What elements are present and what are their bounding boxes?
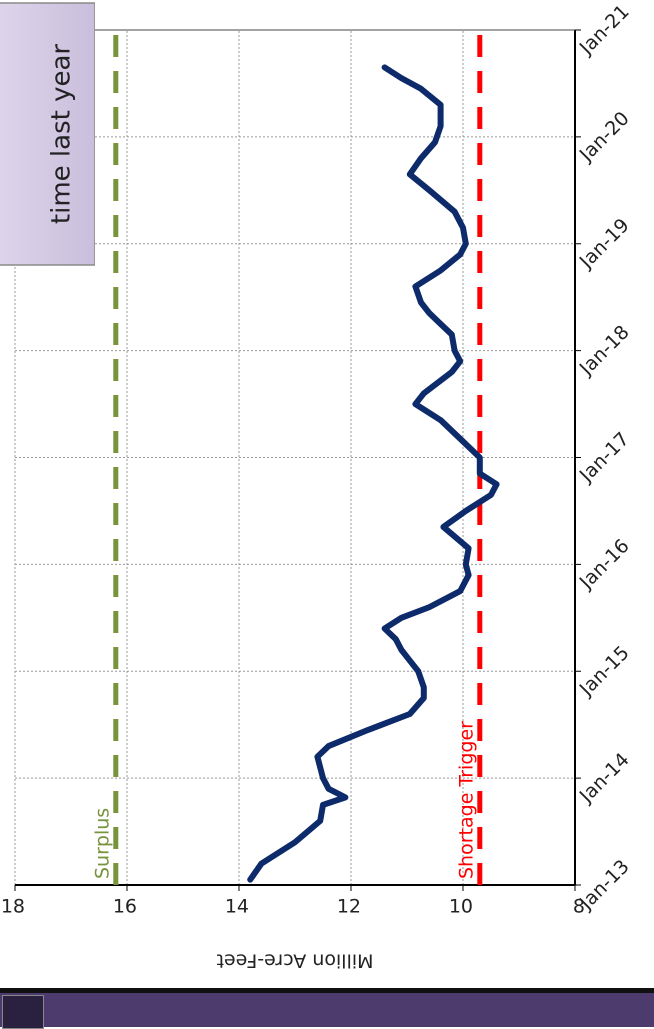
- y-tick-label: 10: [449, 896, 473, 918]
- x-tick-label: Jan-13: [575, 856, 634, 915]
- x-tick-label: Jan-19: [575, 214, 634, 273]
- x-tick-label: Jan-14: [575, 749, 634, 808]
- callout: time last year: [0, 2, 95, 266]
- y-tick-label: 8: [573, 896, 585, 918]
- x-tick-label: Jan-20: [575, 107, 634, 166]
- x-tick-label: Jan-21: [575, 1, 634, 60]
- series-line: [247, 64, 500, 883]
- y-tick-label: 12: [337, 896, 361, 918]
- divider: [0, 988, 654, 993]
- chart-wrapper: Million Acre-Feet 8 10 12 14 16 18 Jan-13 Jan-1…: [0, 1, 634, 972]
- x-tick-label: Jan-15: [575, 642, 634, 701]
- y-tick-label: 14: [225, 896, 249, 918]
- x-tick-label: Jan-16: [575, 535, 634, 594]
- reference-label: Surplus: [91, 808, 113, 879]
- y-tick-label: 18: [1, 896, 25, 918]
- footer-bar: [0, 993, 654, 1027]
- reference-label: Shortage Trigger: [455, 721, 477, 879]
- footer-box: [2, 995, 44, 1029]
- x-tick-label: Jan-17: [575, 428, 634, 487]
- y-axis-title: Million Acre-Feet: [217, 950, 374, 972]
- x-tick-label: Jan-18: [575, 321, 634, 380]
- chart: Million Acre-Feet 8 10 12 14 16 18 Jan-13 Jan-1…: [0, 1, 634, 972]
- callout-box: [0, 2, 95, 266]
- y-tick-label: 16: [113, 896, 137, 918]
- callout-text: time last year: [47, 44, 77, 224]
